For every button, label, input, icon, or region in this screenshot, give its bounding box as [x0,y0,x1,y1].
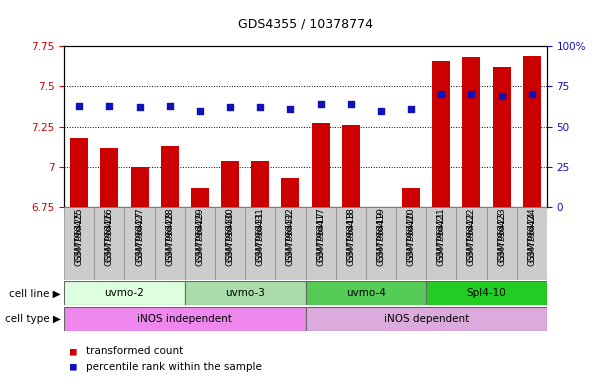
Point [285,106,295,112]
Bar [191,188,209,207]
FancyBboxPatch shape [335,207,366,280]
FancyBboxPatch shape [155,207,185,280]
Point [195,108,205,114]
Text: GSM796424: GSM796424 [527,207,536,262]
Point [436,91,446,98]
Text: cell line ▶: cell line ▶ [10,288,61,298]
FancyBboxPatch shape [245,207,276,280]
Bar [185,281,306,305]
Bar [523,56,541,207]
Text: GSM796421: GSM796421 [437,207,446,262]
FancyBboxPatch shape [456,207,486,280]
Point [406,106,416,112]
Text: GSM796419: GSM796419 [376,211,386,266]
Text: GSM796432: GSM796432 [286,211,295,266]
FancyBboxPatch shape [366,207,396,280]
Text: GSM796421: GSM796421 [437,211,446,266]
Text: GSM796422: GSM796422 [467,207,476,262]
Bar [282,178,299,207]
Bar [312,124,330,207]
Text: GSM796423: GSM796423 [497,211,506,266]
FancyBboxPatch shape [94,207,125,280]
Bar [70,138,89,207]
Text: uvmo-4: uvmo-4 [346,288,386,298]
Text: GSM796432: GSM796432 [286,207,295,262]
Text: GSM796426: GSM796426 [105,211,114,266]
Text: GSM796428: GSM796428 [165,207,174,262]
FancyBboxPatch shape [64,207,94,280]
Point [165,103,175,109]
Text: iNOS independent: iNOS independent [137,314,232,324]
Bar [342,125,360,207]
FancyBboxPatch shape [185,207,215,280]
Text: GSM796418: GSM796418 [346,211,355,266]
Text: transformed count: transformed count [86,346,183,356]
Point [104,103,114,109]
FancyBboxPatch shape [486,207,517,280]
Bar [402,188,420,207]
Bar [64,307,306,331]
FancyBboxPatch shape [125,207,155,280]
Bar [492,67,511,207]
Bar [131,167,148,207]
Bar [306,281,426,305]
Point [134,104,144,111]
Point [75,103,84,109]
Text: Spl4-10: Spl4-10 [467,288,507,298]
Bar [306,307,547,331]
Text: GSM796425: GSM796425 [75,211,84,266]
Text: GSM796427: GSM796427 [135,211,144,266]
FancyBboxPatch shape [215,207,245,280]
Text: GSM796419: GSM796419 [376,207,386,262]
Bar [100,148,119,207]
Text: GSM796423: GSM796423 [497,207,506,262]
Point [346,101,356,107]
Point [316,101,326,107]
Text: GSM796430: GSM796430 [225,207,235,262]
Text: iNOS dependent: iNOS dependent [384,314,469,324]
Bar [432,61,450,207]
Bar [161,146,179,207]
Bar [426,281,547,305]
FancyBboxPatch shape [396,207,426,280]
Point [497,93,507,99]
Text: GSM796417: GSM796417 [316,207,325,262]
Text: cell type ▶: cell type ▶ [5,314,61,324]
Text: GSM796426: GSM796426 [105,207,114,262]
Point [376,108,386,114]
Text: GSM796417: GSM796417 [316,211,325,266]
Text: GSM796420: GSM796420 [406,211,415,266]
Text: ■: ■ [70,362,77,372]
Text: GSM796428: GSM796428 [165,211,174,266]
Point [467,91,477,98]
Text: GSM796431: GSM796431 [256,207,265,262]
FancyBboxPatch shape [517,207,547,280]
Bar [221,161,239,207]
Text: GDS4355 / 10378774: GDS4355 / 10378774 [238,17,373,30]
Bar [64,281,185,305]
Text: GSM796431: GSM796431 [256,211,265,266]
Bar [463,57,480,207]
Text: uvmo-3: uvmo-3 [225,288,265,298]
Point [527,91,536,98]
Text: GSM796429: GSM796429 [196,211,205,266]
FancyBboxPatch shape [276,207,306,280]
FancyBboxPatch shape [426,207,456,280]
Text: GSM796430: GSM796430 [225,211,235,266]
Point [255,104,265,111]
Text: uvmo-2: uvmo-2 [104,288,144,298]
Text: GSM796427: GSM796427 [135,207,144,262]
Text: ■: ■ [70,346,77,356]
FancyBboxPatch shape [306,207,335,280]
Text: GSM796424: GSM796424 [527,211,536,266]
Point [225,104,235,111]
Text: percentile rank within the sample: percentile rank within the sample [86,362,262,372]
Bar [251,161,269,207]
Text: GSM796425: GSM796425 [75,207,84,262]
Text: GSM796422: GSM796422 [467,211,476,266]
Text: GSM796429: GSM796429 [196,207,205,262]
Text: GSM796418: GSM796418 [346,207,355,262]
Text: GSM796420: GSM796420 [406,207,415,262]
